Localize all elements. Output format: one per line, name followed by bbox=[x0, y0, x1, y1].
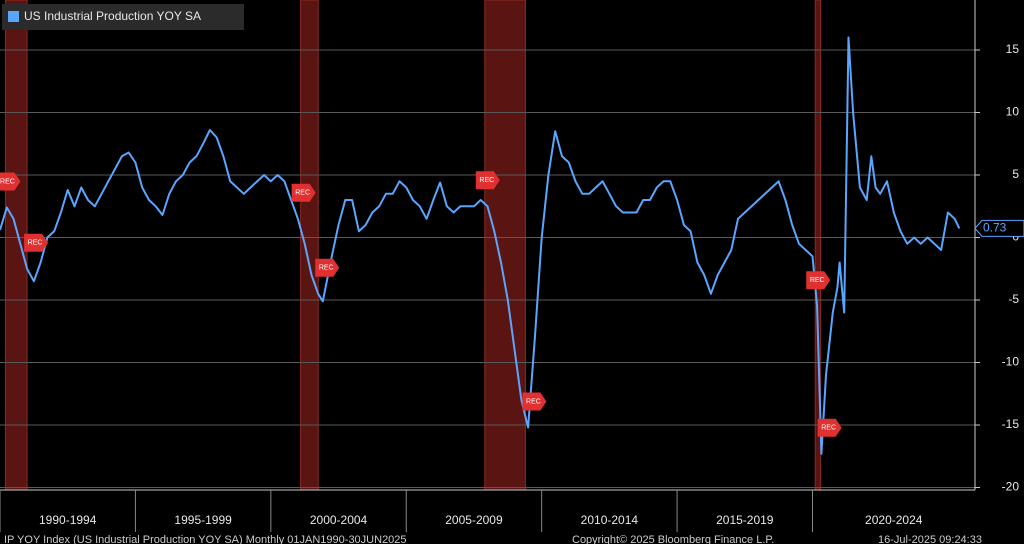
rec-marker bbox=[291, 183, 316, 202]
rec-marker bbox=[817, 418, 842, 437]
rec-marker bbox=[0, 172, 21, 191]
rec-marker-label: REC bbox=[810, 277, 825, 284]
y-tick-label: 5 bbox=[1012, 167, 1019, 181]
x-tick-label: 2010-2014 bbox=[581, 513, 639, 527]
recession-band bbox=[300, 0, 319, 491]
y-tick-label: -5 bbox=[1008, 292, 1019, 306]
rec-marker bbox=[522, 392, 547, 411]
y-tick-label: -10 bbox=[1002, 355, 1020, 369]
y-tick-label: -20 bbox=[1002, 480, 1020, 494]
legend-swatch bbox=[8, 11, 19, 22]
y-tick-label: -15 bbox=[1002, 417, 1020, 431]
last-value-label: 0.73 bbox=[983, 221, 1007, 235]
rec-marker-label: REC bbox=[0, 178, 15, 185]
x-tick-label: 2015-2019 bbox=[716, 513, 774, 527]
x-tick-label: 1995-1999 bbox=[174, 513, 232, 527]
rec-marker-label: REC bbox=[28, 240, 43, 247]
series-line bbox=[0, 36, 961, 455]
last-value-tag bbox=[974, 219, 1024, 237]
x-tick-label: 2000-2004 bbox=[310, 513, 368, 527]
y-tick-label: 15 bbox=[1006, 42, 1020, 56]
footer-text: 16-Jul-2025 09:24:33 bbox=[878, 534, 982, 544]
legend-label: US Industrial Production YOY SA bbox=[24, 9, 201, 23]
y-tick-label: 10 bbox=[1006, 105, 1020, 119]
rec-marker-label: REC bbox=[479, 177, 494, 184]
rec-marker bbox=[806, 271, 831, 290]
rec-marker bbox=[24, 233, 49, 252]
x-tick-label: 1990-1994 bbox=[39, 513, 97, 527]
recession-band bbox=[484, 0, 526, 491]
footer-text: IP YOY Index (US Industrial Production Y… bbox=[4, 534, 407, 544]
x-tick-label: 2005-2009 bbox=[445, 513, 503, 527]
legend-box bbox=[2, 4, 244, 30]
recession-band bbox=[4, 0, 28, 491]
rec-marker-label: REC bbox=[526, 398, 541, 405]
rec-marker bbox=[315, 258, 340, 277]
rec-marker bbox=[475, 171, 500, 190]
rec-marker-label: REC bbox=[319, 265, 334, 272]
footer-text: Copyright© 2025 Bloomberg Finance L.P. bbox=[572, 534, 774, 544]
rec-marker-label: REC bbox=[295, 190, 310, 197]
x-tick-label: 2020-2024 bbox=[865, 513, 923, 527]
rec-marker-label: REC bbox=[821, 425, 836, 432]
